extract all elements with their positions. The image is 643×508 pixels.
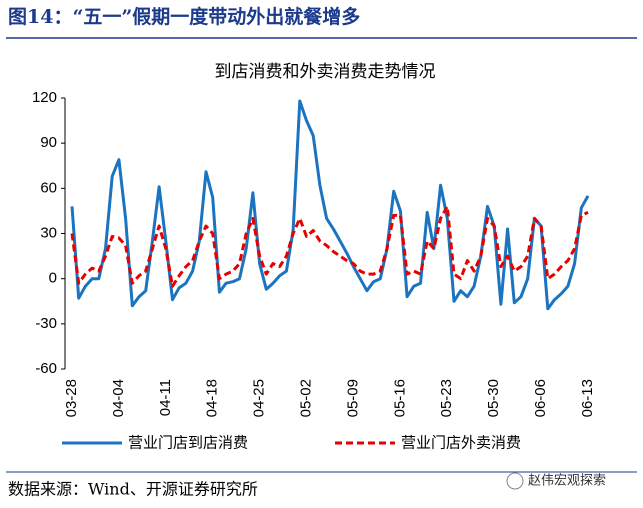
x-tick-label: 04-11 <box>157 379 174 416</box>
x-tick-label: 05-02 <box>298 379 315 417</box>
y-tick-label: -30 <box>35 315 57 332</box>
x-tick-label: 05-23 <box>438 379 455 417</box>
series-line <box>70 204 589 288</box>
series-line <box>70 99 590 311</box>
x-tick-label: 04-18 <box>204 379 221 417</box>
x-tick-label: 06-06 <box>532 379 549 417</box>
figure-title: 图14：“五一”假期一度带动外出就餐增多 <box>8 5 360 28</box>
x-tick-label: 04-04 <box>110 379 127 417</box>
legend-label: 营业门店外卖消费 <box>401 434 521 452</box>
source-note: 数据来源：Wind、开源证券研究所 <box>8 480 258 499</box>
x-tick-label: 03-28 <box>63 379 80 417</box>
y-tick-label: 60 <box>40 179 57 196</box>
x-tick-label: 06-13 <box>579 379 596 417</box>
legend-label: 营业门店到店消费 <box>128 434 248 452</box>
y-tick-label: 0 <box>49 270 57 287</box>
chart-title: 到店消费和外卖消费走势情况 <box>215 62 436 82</box>
y-tick-label: 120 <box>32 89 57 106</box>
x-tick-label: 05-09 <box>344 379 361 417</box>
y-tick-label: 90 <box>40 134 57 151</box>
watermark: 赵伟宏观探索 <box>528 474 606 489</box>
x-tick-label: 04-25 <box>251 379 268 417</box>
watermark-icon <box>506 472 524 490</box>
x-tick-label: 05-30 <box>485 379 502 417</box>
x-tick-label: 05-16 <box>391 379 408 417</box>
y-tick-label: 30 <box>40 224 57 241</box>
chart: -60 -30 0 30 60 90 120 03-28 04-04 04-11 04-18 04-2… <box>32 89 596 452</box>
y-tick-label: -60 <box>35 360 57 377</box>
